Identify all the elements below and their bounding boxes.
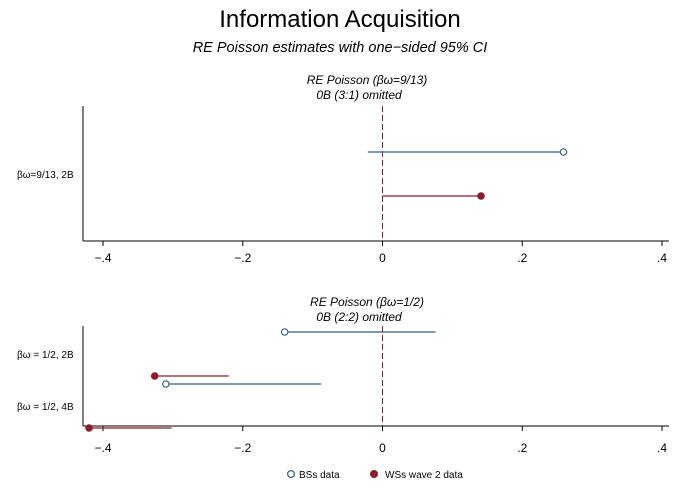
legend: BSs data WSs wave 2 data	[287, 470, 463, 481]
point-estimate	[477, 192, 485, 200]
panels: RE Poisson (βω=9/13)0B (3:1) omitted −.4 −…	[17, 73, 669, 455]
row-label: βω = 1/2, 2B	[17, 350, 74, 361]
point-estimate	[85, 424, 93, 432]
row-label: βω=9/13, 2B	[17, 170, 74, 181]
row-label: βω = 1/2, 4B	[17, 402, 74, 413]
x-tick-label: −.2	[234, 441, 251, 455]
x-tick-label: .2	[517, 251, 527, 265]
x-tick-label: .2	[517, 441, 527, 455]
legend-label: BSs data	[299, 470, 340, 481]
panel-title: RE Poisson (βω=1/2)	[310, 295, 424, 309]
panel-1: RE Poisson (βω=9/13)0B (3:1) omitted −.4 −…	[17, 73, 669, 265]
legend-label: WSs wave 2 data	[385, 470, 463, 481]
point-estimate	[150, 372, 159, 380]
x-tick-label: −.2	[234, 251, 251, 265]
x-tick-label: .4	[657, 441, 667, 455]
panel-title: RE Poisson (βω=9/13)	[307, 73, 428, 87]
panel-2: RE Poisson (βω=1/2)0B (2:2) omitted −.4 −.…	[17, 295, 669, 455]
x-tick-label: 0	[379, 251, 386, 265]
x-tick-label: −.4	[94, 441, 111, 455]
panel-subtitle: 0B (2:2) omitted	[316, 310, 402, 324]
legend-filled-circle-icon	[370, 470, 379, 479]
figure-subtitle: RE Poisson estimates with one−sided 95% …	[193, 40, 488, 56]
figure-title: Information Acquisition	[219, 6, 460, 33]
panel-subtitle: 0B (3:1) omitted	[316, 88, 402, 102]
point-estimate	[280, 328, 289, 336]
point-estimate	[559, 148, 568, 156]
x-tick-label: 0	[379, 441, 386, 455]
x-tick-label: −.4	[94, 251, 111, 265]
legend-hollow-circle-icon	[287, 470, 296, 479]
point-estimate	[162, 380, 170, 388]
x-tick-label: .4	[657, 251, 667, 265]
